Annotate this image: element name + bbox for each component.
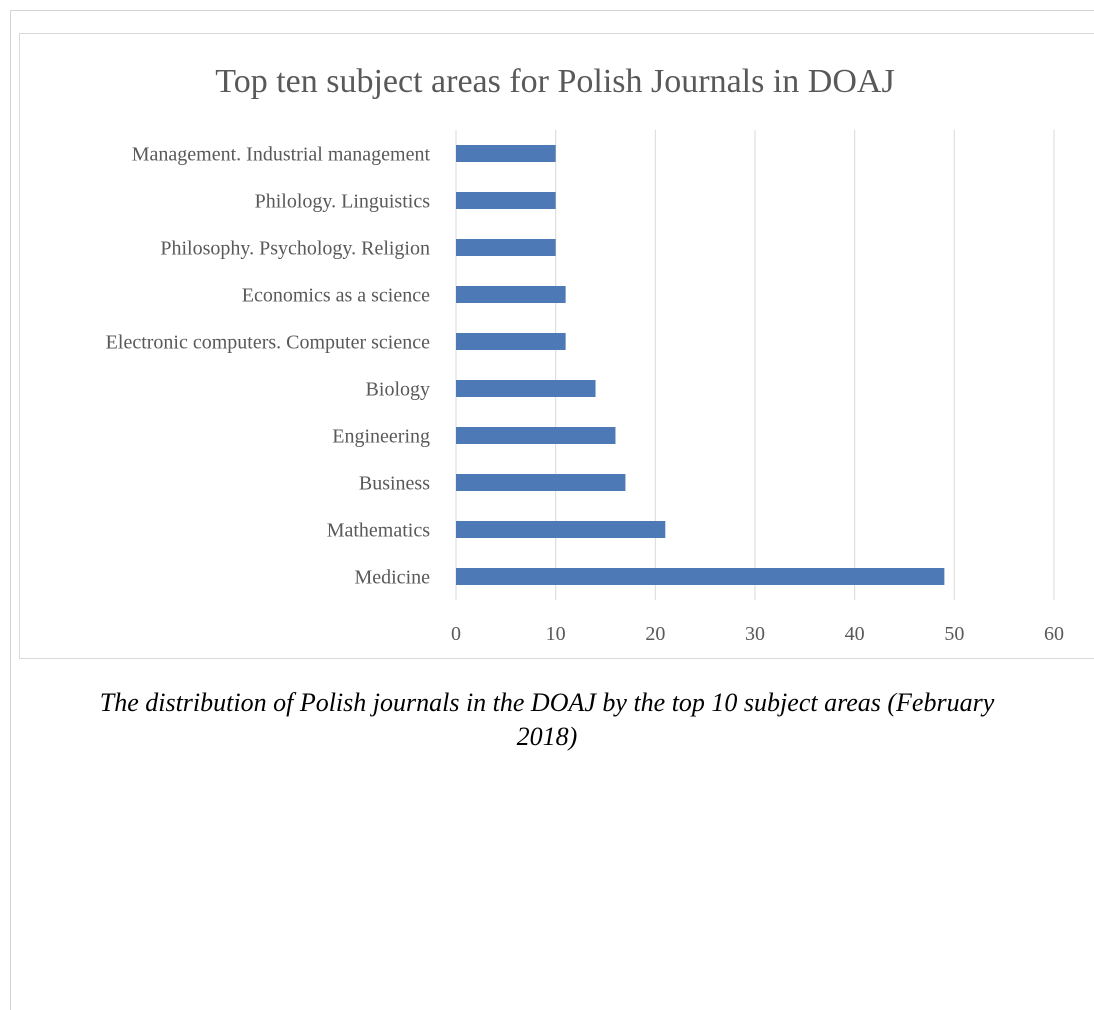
- chart-area: [19, 33, 1094, 659]
- caption-line-2: 2018): [516, 722, 578, 751]
- category-label: Philology. Linguistics: [255, 191, 431, 213]
- x-tick-label: 40: [845, 623, 865, 645]
- x-tick-label: 60: [1044, 623, 1064, 645]
- category-label: Medicine: [354, 567, 430, 589]
- x-tick-label: 50: [944, 623, 964, 645]
- x-tick-label: 10: [546, 623, 566, 645]
- category-label: Economics as a science: [242, 285, 430, 307]
- category-label: Mathematics: [327, 520, 431, 542]
- x-tick-label: 0: [451, 623, 461, 645]
- bar-8: [456, 521, 666, 538]
- figure-caption: The distribution of Polish journals in t…: [0, 686, 1094, 754]
- bar-9: [456, 568, 945, 585]
- bar-3: [456, 286, 566, 303]
- bar-1: [456, 192, 556, 209]
- category-label: Electronic computers. Computer science: [106, 332, 430, 354]
- category-label: Business: [359, 473, 430, 495]
- category-labels: Management. Industrial management Philolo…: [106, 144, 431, 589]
- bar-4: [456, 333, 566, 350]
- chart-title: Top ten subject areas for Polish Journal…: [215, 63, 894, 100]
- bar-2: [456, 239, 556, 256]
- bar-7: [456, 474, 626, 491]
- bar-chart: Top ten subject areas for Polish Journal…: [106, 63, 1064, 645]
- figure-frame: [10, 10, 1094, 1010]
- category-label: Management. Industrial management: [132, 144, 431, 166]
- bar-6: [456, 427, 616, 444]
- category-label: Philosophy. Psychology. Religion: [160, 238, 430, 260]
- bar-0: [456, 145, 556, 162]
- bar-5: [456, 380, 596, 397]
- x-tick-labels: 0 10 20 30 40 50 60: [451, 623, 1064, 645]
- x-tick-label: 30: [745, 623, 765, 645]
- caption-line-1: The distribution of Polish journals in t…: [99, 688, 995, 717]
- category-label: Engineering: [332, 426, 430, 448]
- x-tick-label: 20: [645, 623, 665, 645]
- bars: [456, 145, 945, 585]
- category-label: Biology: [366, 379, 430, 401]
